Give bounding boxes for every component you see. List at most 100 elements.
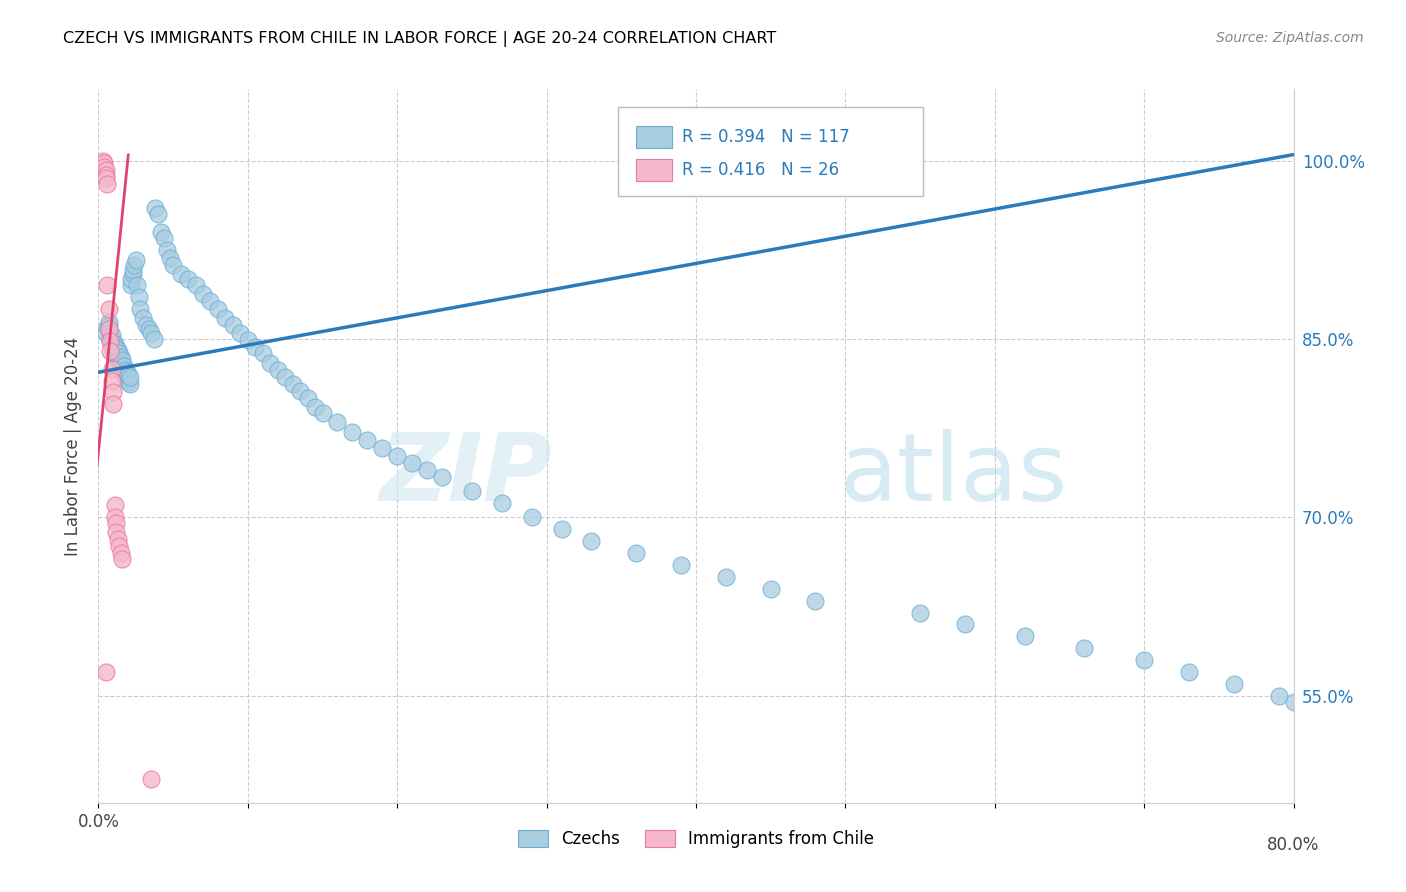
Point [371,442,394,456]
Point [105,516,128,531]
Point [108,539,131,553]
Point [461,484,484,499]
Point [96,320,118,334]
Point [953,617,976,632]
Point [98,343,122,358]
Point [304,400,326,414]
Text: ZIP: ZIP [380,428,553,521]
Point [110,356,132,370]
Y-axis label: In Labor Force | Age 20-24: In Labor Force | Age 20-24 [63,336,82,556]
Point [124,258,146,272]
Point [1372,731,1395,745]
Point [214,310,236,325]
Point [1402,742,1406,756]
Point [1298,700,1320,714]
Point [108,351,131,365]
Point [139,772,162,786]
Point [326,415,349,429]
Text: R = 0.394   N = 117: R = 0.394 N = 117 [682,128,849,146]
Point [103,397,125,411]
Point [101,335,124,350]
Point [94,665,117,679]
Point [112,365,135,379]
Point [97,322,120,336]
Point [94,326,117,340]
Point [229,326,252,340]
Point [125,253,148,268]
Point [96,278,118,293]
Point [107,343,129,357]
Point [114,370,136,384]
Point [98,325,122,339]
Point [111,363,134,377]
Point [430,470,453,484]
Point [104,499,127,513]
Point [908,606,931,620]
Point [101,328,124,343]
Point [94,171,117,186]
Point [135,318,157,332]
Point [117,375,139,389]
Point [104,346,127,360]
Point [669,558,692,572]
Point [200,293,222,308]
Point [110,350,132,364]
Point [104,342,127,356]
Point [117,368,139,382]
Point [94,168,117,182]
Point [159,251,181,265]
FancyBboxPatch shape [619,107,922,196]
Point [236,333,259,347]
Point [118,377,141,392]
Point [259,356,281,370]
Point [105,524,128,539]
Point [112,359,135,374]
Point [143,201,166,215]
Point [115,365,138,379]
Point [416,463,439,477]
Point [138,322,160,336]
Point [274,370,297,384]
Point [104,336,127,351]
Point [267,363,290,377]
Point [115,372,138,386]
Point [804,593,827,607]
Point [108,346,131,360]
Text: CZECH VS IMMIGRANTS FROM CHILE IN LABOR FORCE | AGE 20-24 CORRELATION CHART: CZECH VS IMMIGRANTS FROM CHILE IN LABOR … [63,31,776,47]
Point [103,336,125,351]
Point [177,272,200,286]
Point [121,267,143,281]
Point [91,153,114,168]
Point [222,318,245,332]
Point [169,267,191,281]
Point [120,278,142,293]
Point [148,207,170,221]
Point [759,582,782,596]
Point [139,326,162,340]
Text: R = 0.416   N = 26: R = 0.416 N = 26 [682,161,839,178]
Point [252,346,274,360]
Point [128,290,150,304]
Point [150,225,173,239]
Point [132,310,155,325]
Point [93,156,115,170]
Point [550,522,572,536]
Point [107,352,129,367]
Point [97,315,120,329]
Point [98,329,122,343]
Point [104,510,127,524]
Point [107,532,129,546]
Text: atlas: atlas [839,428,1067,521]
Point [110,546,132,560]
Point [1133,653,1156,667]
Point [105,340,128,354]
Point [93,160,115,174]
Point [245,340,267,354]
Point [491,496,513,510]
Point [1014,629,1036,643]
Point [1343,718,1365,732]
Point [101,332,124,346]
Point [1282,695,1305,709]
Point [105,345,128,359]
Point [626,546,648,560]
